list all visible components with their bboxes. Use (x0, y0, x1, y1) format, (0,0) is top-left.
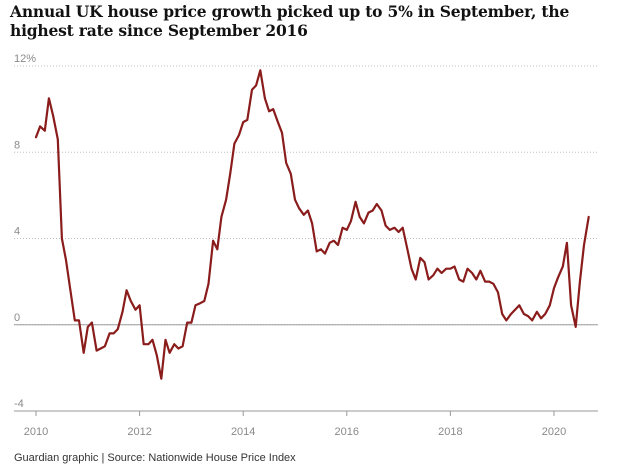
x-tick-label-3: 2016 (335, 426, 359, 438)
y-tick-label-0: 12% (14, 53, 36, 65)
y-tick-label-2: 4 (14, 226, 20, 238)
x-tick-label-1: 2012 (127, 426, 151, 438)
series-line-0 (34, 69, 590, 380)
x-tick-label-5: 2020 (542, 426, 566, 438)
x-axis: 2010 2012 2014 2016 2018 2020 (14, 410, 598, 438)
source-footer: Guardian graphic | Source: Nationwide Ho… (14, 452, 296, 464)
y-tick-label-1: 8 (14, 139, 20, 151)
x-tick-label-2: 2014 (231, 426, 255, 438)
x-tick-label-4: 2018 (438, 426, 462, 438)
x-tick-label-0: 2010 (24, 426, 48, 438)
chart-title: Annual UK house price growth picked up t… (10, 2, 570, 40)
gridlines (14, 65, 598, 412)
y-axis-ticks: 12% 8 4 0 -4 (14, 53, 36, 410)
y-tick-label-4: -4 (14, 398, 24, 410)
y-tick-label-3: 0 (14, 312, 20, 324)
series-layer (34, 69, 590, 380)
